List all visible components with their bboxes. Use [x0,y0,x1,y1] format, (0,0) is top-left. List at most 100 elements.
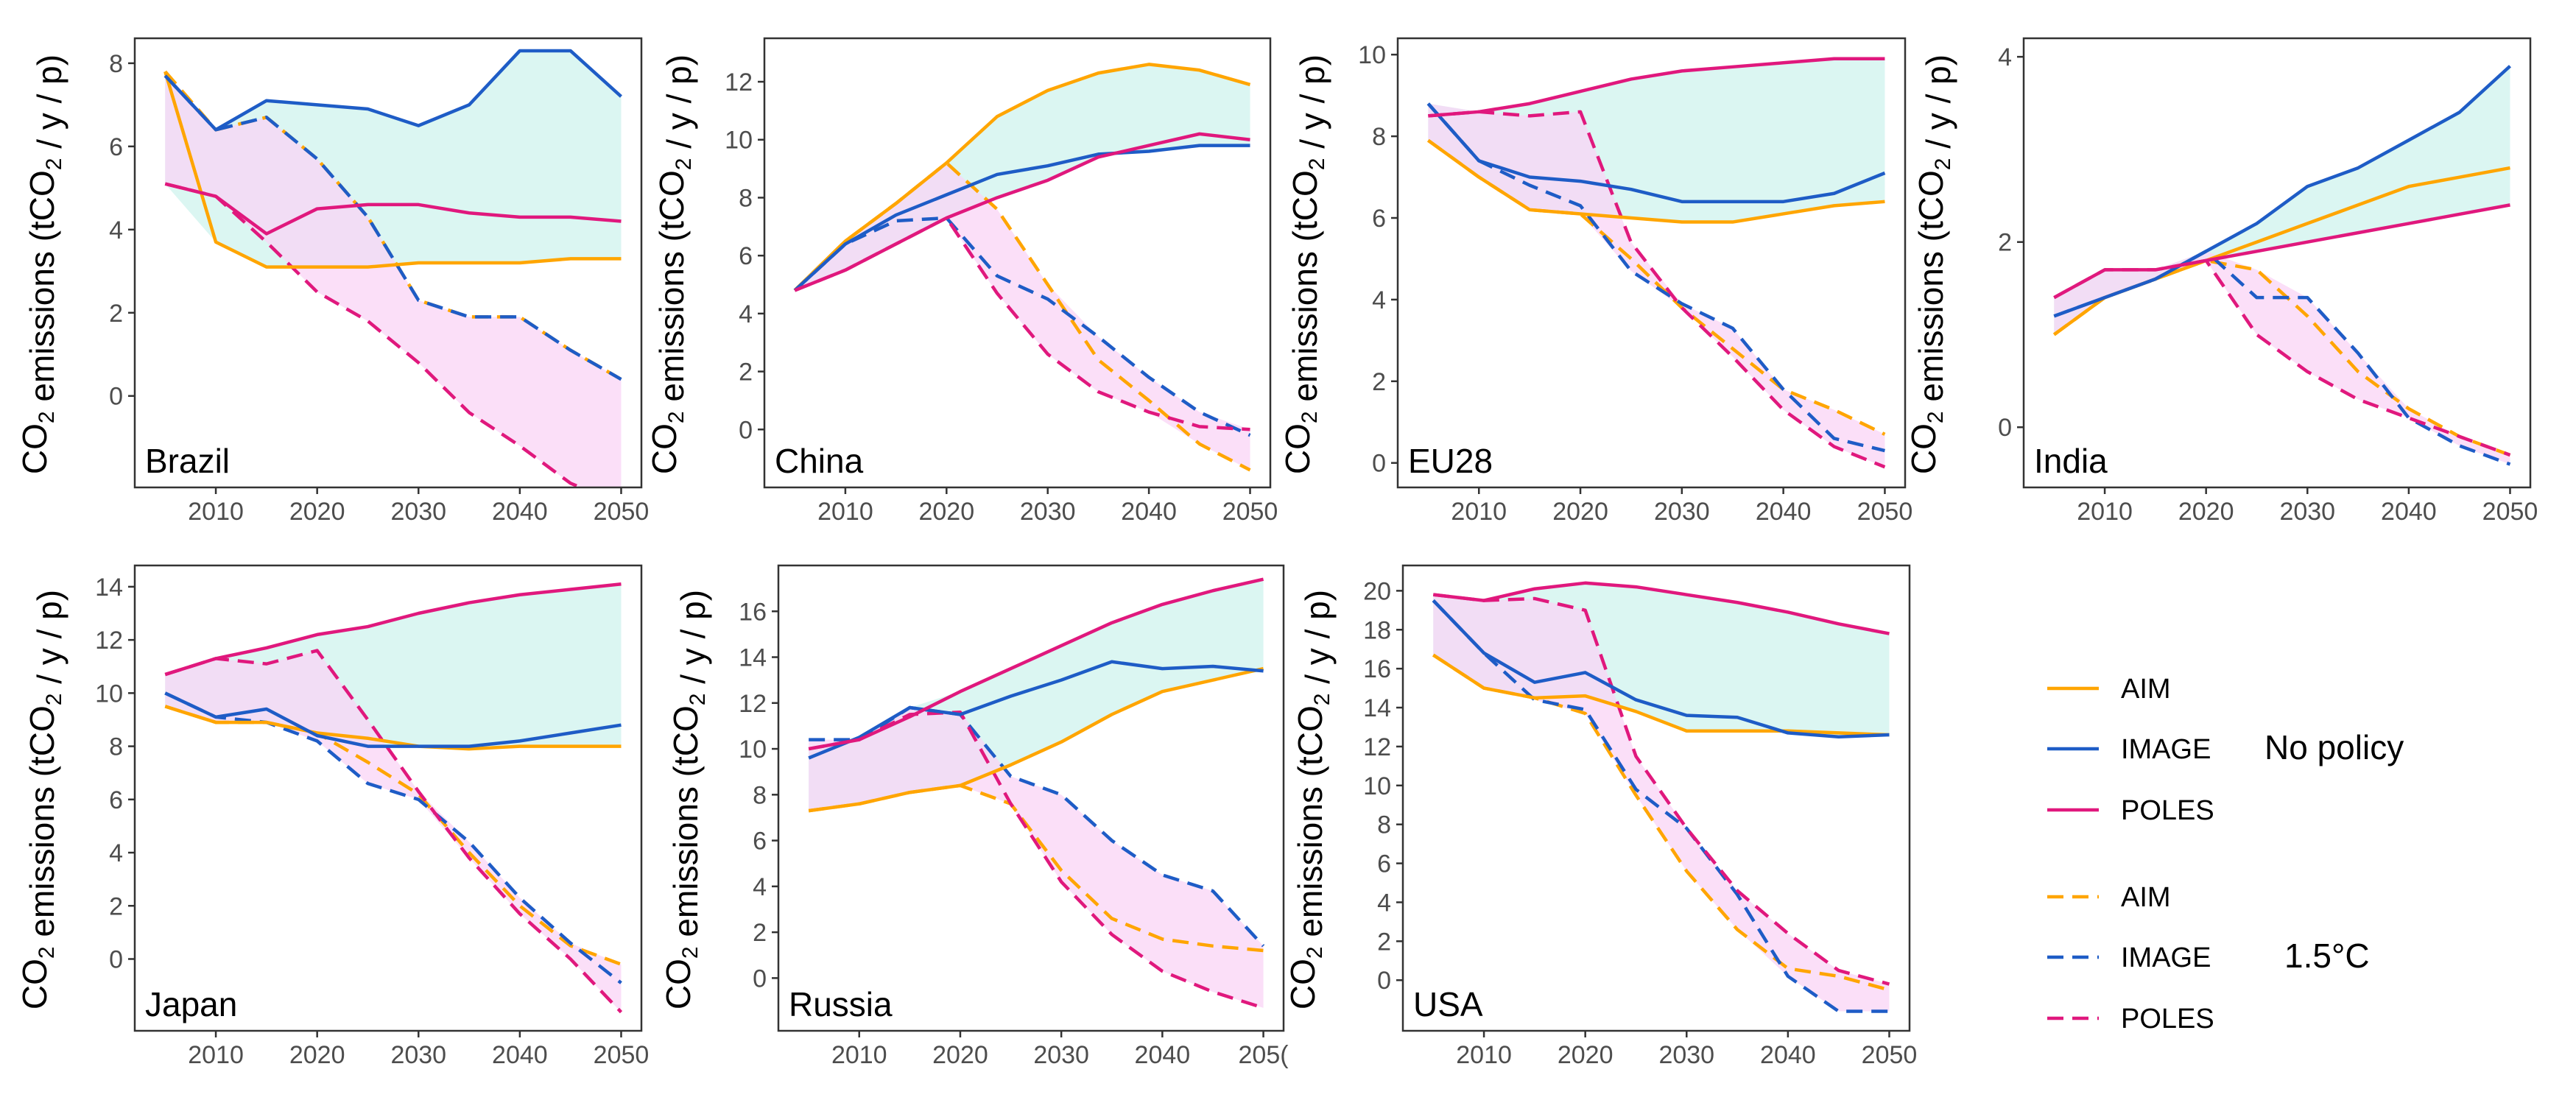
y-tick-label: 8 [1372,123,1386,151]
line-aim-no-policy-eu28 [1427,138,1885,224]
line-image-no-policy-china [793,144,1250,292]
line-poles-no-policy-japan [164,582,622,677]
x-tick-label: 2050 [1862,1041,1918,1069]
plot-area-brazil [163,49,622,487]
y-tick-label: 2 [1998,229,2012,257]
y-tick-label: 12 [725,68,753,96]
y-axis-title: CO2 emissions (tCO2 / y / p) [1278,54,1331,474]
line-poles-1-5c-eu28 [1428,110,1886,469]
line-image-no-policy-eu28 [1426,102,1886,204]
x-tick-label: 205( [1239,1041,1289,1069]
x-tick-label: 2050 [2482,498,2538,526]
plot-area-usa [1432,581,1890,1013]
plot-area-russia [808,577,1265,1010]
y-tick-label: 4 [739,300,753,328]
line-aim-no-policy-china [793,63,1251,292]
panel-china: 0 2 4 6 8 10 12 2010 2020 2030 2040 2050 CO2 emissio… [645,37,1278,526]
panel-label-eu28: EU28 [1408,442,1493,480]
x-tick-label: 2020 [1552,498,1608,526]
line-image-1-5c-eu28 [1426,102,1885,453]
line-image-1-5c-china [793,216,1251,437]
y-tick-label: 10 [95,680,123,708]
y-tick-label: 2 [109,300,123,328]
y-tick-label: 8 [1377,811,1391,839]
y-axis-title: CO2 emissions (tCO2 / y / p) [15,590,68,1009]
line-poles-1-5c-brazil [164,182,585,487]
legend-label-aim: AIM [2121,882,2171,913]
panel-label-india: India [2034,442,2108,480]
line-image-no-policy-india [2053,65,2511,318]
panel-frame-usa [1401,564,1911,1032]
panel-eu28: 0 2 4 6 8 10 2010 2020 2030 2040 2050 CO2 emissions… [1278,37,1913,526]
x-tick-label: 2040 [492,1041,548,1069]
legend-group-no-policy: AIM IMAGE POLES No policy [2047,674,2404,826]
panel-label-japan: Japan [145,985,237,1023]
legend-label-image: IMAGE [2121,942,2211,973]
line-poles-no-policy-china [794,132,1250,292]
y-axis-title: CO2 emissions (tCO2 / y / p) [659,590,712,1009]
y-tick-label: 4 [1377,889,1391,917]
legend-label-poles: POLES [2121,1004,2214,1034]
x-tick-label: 2010 [2077,498,2133,526]
line-aim-no-policy-russia [808,666,1264,813]
y-tick-label: 12 [95,627,123,655]
y-tick-label: 8 [739,184,753,212]
x-tick-label: 2040 [1121,498,1177,526]
x-tick-label: 2030 [390,498,446,526]
panel-frame-eu28 [1396,37,1907,489]
line-poles-no-policy-eu28 [1428,57,1885,118]
x-tick-label: 2030 [1654,498,1710,526]
line-image-1-5c-brazil [163,74,622,381]
line-aim-no-policy-brazil [163,71,622,269]
y-tick-label: 12 [1363,733,1391,761]
panel-japan: 0 2 4 6 8 10 12 14 2010 2020 2030 2040 2050 CO2 emiss… [15,564,650,1069]
y-tick-label: 8 [109,50,123,78]
y-tick-label: 18 [1363,616,1391,644]
y-tick-label: 0 [1377,967,1391,995]
y-tick-label: 4 [109,839,123,867]
panel-russia: 0 2 4 6 8 10 12 14 16 2010 2020 2030 2040 205(CO2 emi… [659,564,1289,1069]
line-poles-1-5c-japan [164,649,623,1014]
line-poles-no-policy-russia [808,577,1264,751]
x-tick-label: 2020 [932,1041,988,1069]
y-tick-label: 6 [109,786,123,814]
y-tick-label: 10 [1363,772,1391,800]
y-tick-label: 2 [109,892,123,920]
band-1-5c-brazil [165,71,622,487]
band-1-5c-india [2054,251,2510,465]
y-tick-label: 8 [753,781,767,809]
x-tick-label: 2040 [492,498,548,526]
plot-area-japan [164,582,623,1014]
y-tick-label: 10 [725,127,753,155]
y-tick-label: 4 [753,873,767,901]
x-tick-label: 2050 [1857,498,1913,526]
y-tick-label: 6 [109,133,123,161]
y-tick-label: 2 [739,359,753,387]
x-tick-label: 2040 [1135,1041,1191,1069]
x-tick-label: 2050 [594,1041,650,1069]
y-axis-title: CO2 emissions (tCO2 / y / p) [645,54,698,474]
plot-area-eu28 [1426,57,1886,469]
panel-label-china: China [775,442,864,480]
line-poles-no-policy-india [2053,203,2510,300]
legend-label-aim: AIM [2121,674,2171,705]
panel-label-usa: USA [1413,985,1483,1023]
y-tick-label: 16 [1363,655,1391,683]
line-image-no-policy-brazil [163,49,622,132]
y-tick-label: 4 [1998,43,2012,71]
legend-label-image: IMAGE [2121,734,2211,765]
y-tick-label: 10 [1358,41,1386,69]
panel-label-russia: Russia [789,985,893,1023]
line-aim-1-5c-eu28 [1427,138,1886,436]
x-tick-label: 2050 [1222,498,1278,526]
y-tick-label: 10 [739,736,767,764]
x-tick-label: 2010 [831,1041,887,1069]
x-tick-label: 2040 [1756,498,1812,526]
y-tick-label: 0 [739,416,753,444]
y-tick-label: 0 [109,383,123,411]
plot-area-india [2052,65,2511,466]
x-tick-label: 2030 [1020,498,1076,526]
panel-frame-japan [133,564,643,1032]
line-poles-no-policy-usa [1433,581,1890,635]
